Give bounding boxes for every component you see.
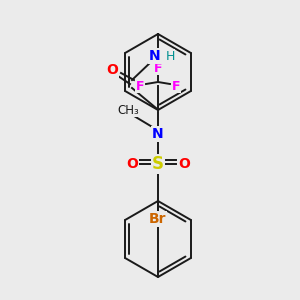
Text: N: N	[149, 49, 161, 63]
Text: O: O	[178, 157, 190, 171]
Text: F: F	[154, 61, 162, 74]
Text: F: F	[172, 80, 180, 92]
Text: Br: Br	[149, 212, 167, 226]
Text: F: F	[136, 80, 144, 92]
Text: H: H	[165, 50, 175, 62]
Text: O: O	[106, 63, 118, 77]
Text: O: O	[126, 157, 138, 171]
Text: N: N	[152, 127, 164, 141]
Text: S: S	[152, 155, 164, 173]
Text: CH₃: CH₃	[117, 103, 139, 116]
